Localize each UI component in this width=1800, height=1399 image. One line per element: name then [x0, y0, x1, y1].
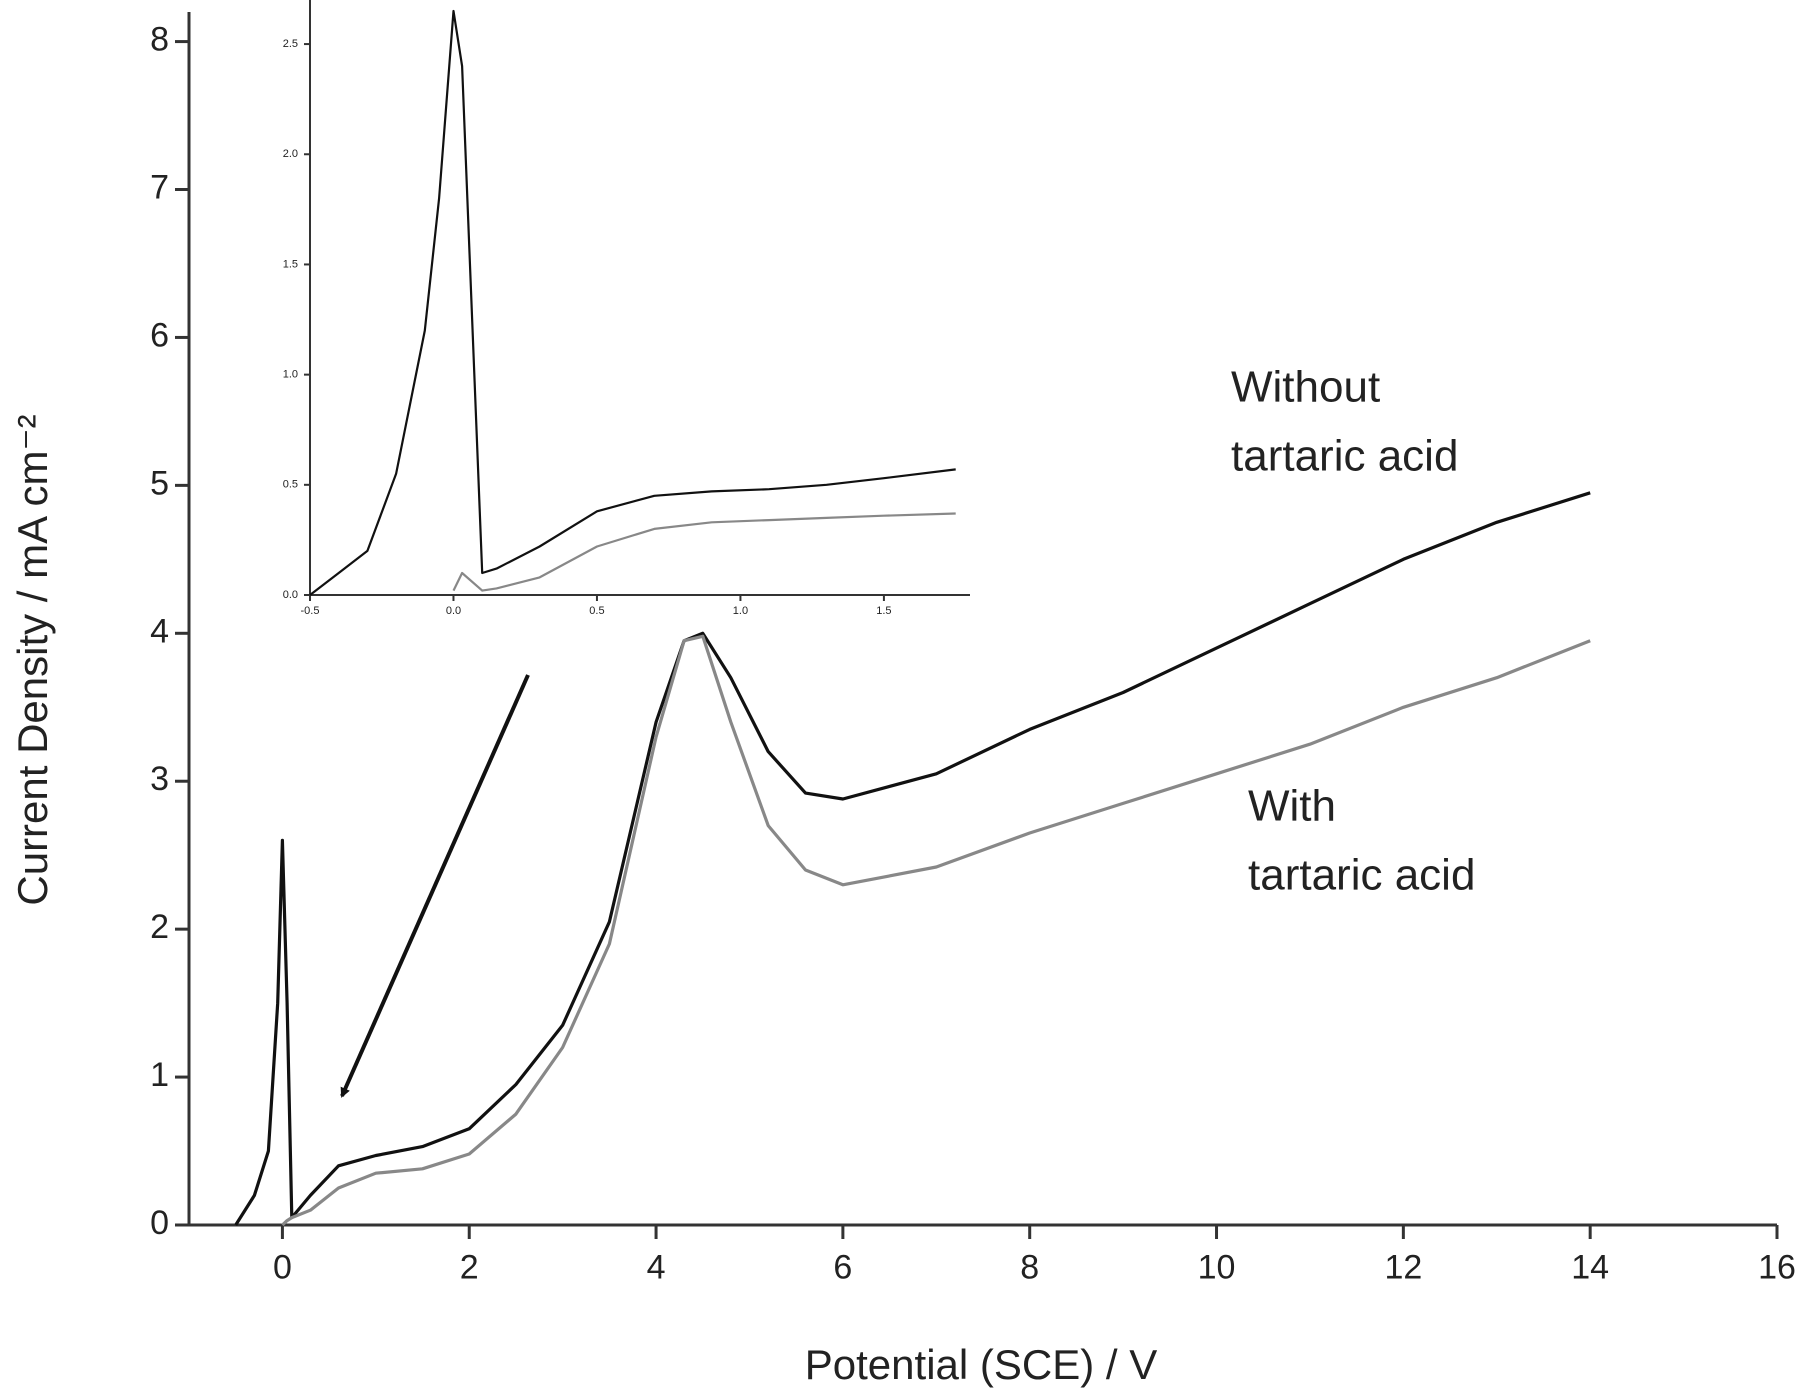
- x-tick-label: 14: [1571, 1249, 1609, 1287]
- data-line: [234, 491, 1591, 1226]
- annotation: Without: [1231, 363, 1380, 412]
- y-tick-label: 7: [150, 168, 169, 206]
- y-tick-label: 0.5: [283, 479, 298, 491]
- y-tick-label: 0: [150, 1204, 169, 1242]
- annotation: tartaric acid: [1231, 432, 1458, 481]
- y-tick-label: 2.0: [283, 148, 298, 160]
- y-tick-label: 8: [150, 21, 169, 59]
- x-tick-label: 6: [833, 1249, 852, 1287]
- y-tick-label: 1.5: [283, 258, 298, 270]
- x-tick-label: 0.5: [589, 605, 604, 617]
- data-line: [309, 9, 956, 596]
- annotation: With: [1248, 782, 1336, 831]
- x-tick-label: 10: [1198, 1249, 1236, 1287]
- x-tick-label: 4: [647, 1249, 666, 1287]
- x-tick-label: 16: [1758, 1249, 1796, 1287]
- y-tick-label: 3: [150, 760, 169, 798]
- x-tick-label: 0.0: [446, 605, 461, 617]
- y-tick-label: 5: [150, 464, 169, 502]
- y-tick-label: 0.0: [283, 589, 298, 601]
- x-tick-label: 1.5: [876, 605, 891, 617]
- x-tick-label: 1.0: [733, 605, 748, 617]
- y-tick-label: 1.0: [283, 369, 298, 381]
- x-tick-label: 0: [273, 1249, 292, 1287]
- x-tick-label: 2: [460, 1249, 479, 1287]
- y-tick-label: 1: [150, 1056, 169, 1094]
- data-line: [281, 634, 1591, 1227]
- y-tick-label: 6: [150, 316, 169, 354]
- y-axis-title: Current Density / mA cm⁻²: [9, 414, 56, 905]
- y-tick-label: 2.5: [283, 38, 298, 50]
- annotation: tartaric acid: [1248, 851, 1475, 900]
- data-line: [452, 512, 956, 592]
- x-tick-label: 12: [1384, 1249, 1422, 1287]
- x-axis-title: Potential (SCE) / V: [805, 1341, 1157, 1388]
- x-tick-label: 8: [1020, 1249, 1039, 1287]
- x-tick-label: -0.5: [301, 605, 320, 617]
- y-tick-label: 4: [150, 612, 169, 650]
- y-tick-label: 2: [150, 908, 169, 946]
- pointer-arrow: [340, 674, 530, 1098]
